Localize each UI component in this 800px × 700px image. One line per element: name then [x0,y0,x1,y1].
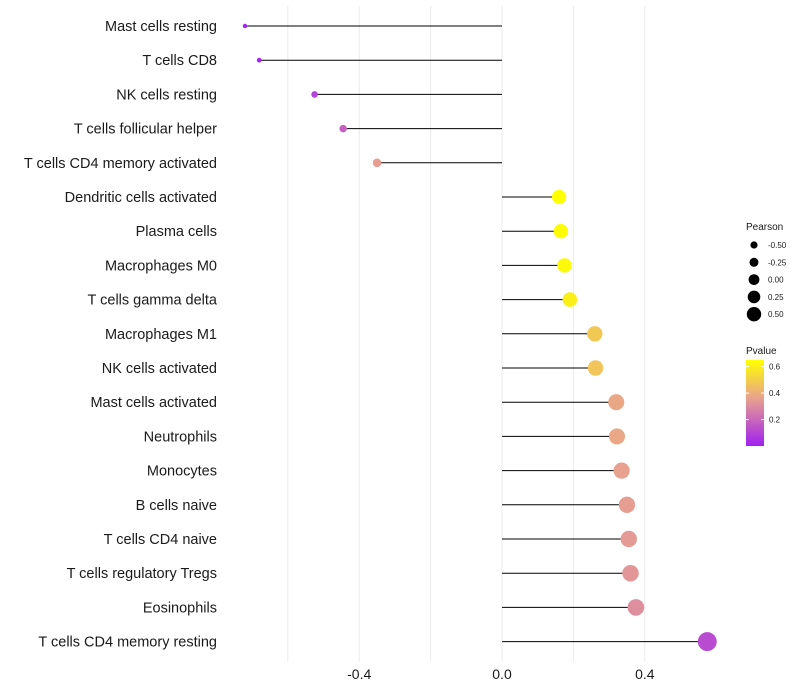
color-legend-bar [746,360,764,446]
size-legend-key [746,307,762,322]
lollipop-dots [242,23,717,652]
y-axis-label: T cells CD4 memory resting [38,635,217,651]
y-axis-label: Mast cells resting [105,19,217,35]
size-legend-key [747,290,761,304]
y-axis-label: T cells CD4 memory activated [24,156,217,172]
lollipop-dot [697,632,717,652]
x-tick-label: 0.0 [492,666,512,682]
lollipop-dot [608,428,625,445]
lollipop-dot [587,360,604,376]
y-axis-label: Plasma cells [136,224,217,240]
color-legend-label: 0.2 [769,416,781,425]
size-legend-label: -0.50 [768,241,787,250]
lollipop-dot [372,158,382,168]
size-legend-title: Pearson [746,222,783,233]
y-axis-label: NK cells resting [116,87,217,103]
x-axis-ticks: -0.4 0.0 0.4 [347,666,655,682]
y-axis-label: T cells CD4 naive [104,532,217,548]
lollipop-dot [242,23,248,29]
y-axis-labels: Mast cells resting T cells CD8 NK cells re… [24,19,218,651]
lollipop-dot [620,530,637,548]
y-axis-label: NK cells activated [102,361,217,377]
y-axis-label: Mast cells activated [90,395,217,411]
y-axis-label: Dendritic cells activated [65,190,217,206]
y-axis-label: Neutrophils [144,429,217,445]
lollipop-dot [627,599,645,616]
lollipop-dot [256,57,262,63]
color-legend-label: 0.4 [769,389,781,398]
lollipop-dot [553,224,569,239]
lollipop-dot [311,91,318,98]
size-legend-key [750,241,758,249]
y-axis-label: T cells gamma delta [88,293,218,309]
y-axis-label: Macrophages M0 [105,258,217,274]
x-tick-label: -0.4 [347,666,371,682]
lollipop-dot [608,394,625,411]
size-legend-key [749,257,759,267]
size-legend-label: -0.25 [768,258,787,267]
lollipop-dot [613,462,630,479]
y-axis-label: T cells CD8 [142,53,217,69]
lollipop-dot [587,326,603,342]
y-axis-label: B cells naive [136,498,217,514]
size-legend-label: 0.25 [768,293,784,302]
lollipop-dot [551,189,567,205]
lollipop-dot [557,258,572,273]
y-axis-label: T cells regulatory Tregs [67,566,217,582]
y-axis-label: Eosinophils [143,600,217,616]
size-legend-label: 0.50 [768,310,784,319]
size-legend-label: 0.00 [768,276,784,285]
color-legend-label: 0.6 [769,363,781,372]
x-tick-label: 0.4 [635,666,655,682]
color-legend: Pvalue 0.2 0.4 0.6 [746,346,781,446]
y-axis-label: T cells follicular helper [74,122,217,138]
color-legend-title: Pvalue [746,346,777,357]
lollipop-dot [339,124,347,133]
size-legend-key [748,274,760,285]
lollipop-dot [618,496,636,513]
lollipop-dot [622,564,639,582]
y-axis-label: Monocytes [147,464,217,480]
lollipop-dot [562,292,578,307]
y-axis-label: Macrophages M1 [105,327,217,343]
lollipop-stems [244,25,708,643]
size-legend: Pearson -0.50 -0.25 0.00 0.25 0.50 [746,222,787,322]
